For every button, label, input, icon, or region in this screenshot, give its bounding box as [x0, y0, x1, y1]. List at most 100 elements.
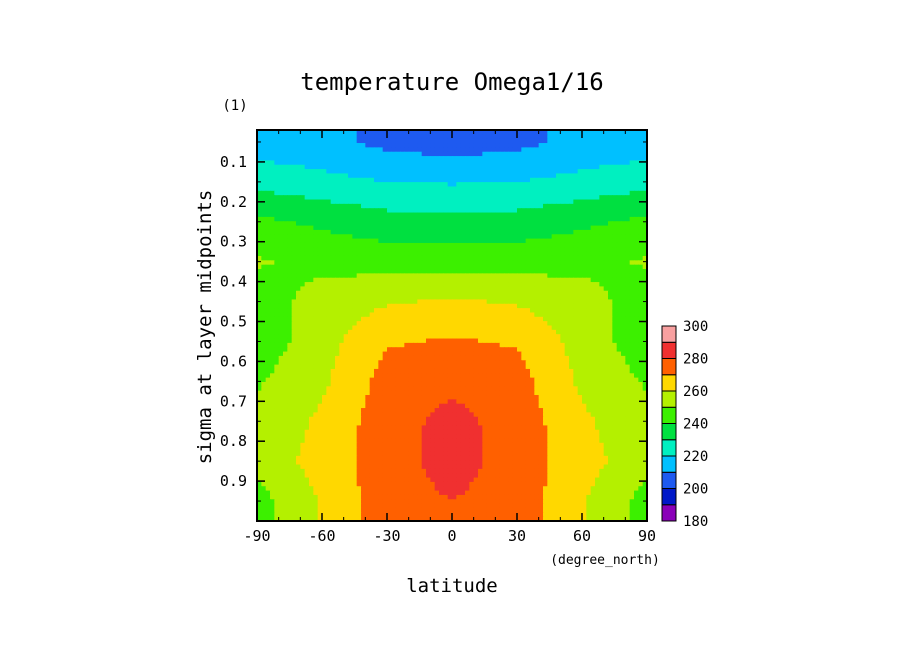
contour-cell — [291, 321, 297, 327]
contour-cell — [582, 238, 587, 244]
contour-cell — [395, 308, 401, 314]
contour-cell — [447, 238, 453, 244]
contour-cell — [257, 182, 262, 188]
contour-cell — [473, 351, 479, 357]
contour-cell — [612, 208, 618, 214]
contour-cell — [460, 134, 466, 140]
contour-cell — [452, 147, 457, 153]
contour-cell — [391, 242, 397, 248]
contour-cell — [387, 338, 392, 344]
contour-cell — [400, 251, 405, 257]
contour-cell — [569, 290, 574, 296]
contour-cell — [634, 238, 639, 244]
contour-cell — [352, 195, 358, 201]
contour-cell — [309, 147, 314, 153]
contour-cell — [521, 347, 527, 353]
contour-cell — [469, 355, 475, 361]
contour-cell — [612, 264, 618, 270]
contour-cell — [330, 242, 336, 248]
contour-cell — [608, 242, 613, 248]
contour-cell — [274, 299, 280, 305]
contour-cell — [491, 234, 496, 240]
contour-cell — [465, 260, 470, 266]
contour-cell — [443, 169, 449, 175]
contour-cell — [348, 234, 353, 240]
contour-cell — [296, 182, 301, 188]
contour-cell — [274, 199, 280, 205]
contour-cell — [534, 147, 540, 153]
contour-cell — [261, 316, 267, 322]
contour-cell — [365, 255, 371, 261]
contour-cell — [608, 199, 613, 205]
contour-cell — [556, 177, 561, 183]
contour-cell — [287, 186, 293, 192]
contour-cell — [426, 286, 431, 292]
contour-cell — [339, 303, 345, 309]
contour-cell — [629, 312, 635, 318]
contour-cell — [447, 282, 453, 287]
contour-cell — [616, 143, 622, 148]
contour-cell — [270, 234, 275, 240]
contour-cell — [595, 255, 600, 261]
contour-cell — [495, 286, 501, 292]
contour-cell — [434, 338, 440, 344]
contour-cell — [465, 273, 470, 279]
contour-cell — [586, 199, 592, 205]
contour-cell — [521, 151, 527, 157]
contour-cell — [465, 264, 470, 270]
contour-cell — [270, 338, 275, 344]
contour-cell — [582, 295, 587, 301]
contour-cell — [625, 251, 631, 257]
contour-cell — [296, 334, 301, 340]
contour-cell — [374, 255, 379, 261]
contour-cell — [339, 221, 345, 227]
contour-cell — [486, 190, 492, 196]
contour-cell — [491, 221, 496, 227]
contour-cell — [356, 355, 362, 361]
contour-cell — [473, 342, 479, 348]
contour-cell — [369, 195, 375, 201]
contour-cell — [261, 229, 267, 235]
contour-cell — [560, 364, 566, 370]
contour-cell — [556, 190, 561, 196]
contour-cell — [313, 264, 319, 270]
contour-cell — [408, 347, 414, 353]
contour-cell — [369, 329, 375, 335]
contour-cell — [395, 321, 401, 327]
contour-cell — [586, 203, 592, 209]
contour-cell — [616, 177, 622, 183]
contour-cell — [452, 351, 457, 357]
contour-cell — [404, 160, 410, 166]
contour-cell — [278, 134, 284, 140]
contour-cell — [382, 312, 388, 318]
contour-cell — [443, 195, 449, 201]
contour-cell — [365, 151, 371, 157]
contour-cell — [508, 186, 514, 192]
contour-cell — [499, 269, 505, 274]
contour-cell — [530, 316, 535, 322]
contour-cell — [629, 277, 635, 283]
contour-cell — [283, 312, 288, 318]
contour-cell — [330, 195, 336, 201]
contour-cell — [304, 264, 310, 270]
contour-cell — [499, 208, 505, 214]
contour-cell — [634, 234, 639, 240]
contour-cell — [317, 216, 323, 222]
contour-cell — [317, 225, 323, 231]
contour-cell — [465, 216, 470, 222]
contour-cell — [599, 273, 605, 279]
contour-cell — [543, 247, 548, 253]
contour-cell — [391, 329, 397, 335]
contour-cell — [395, 247, 401, 253]
contour-cell — [569, 247, 574, 253]
contour-cell — [551, 225, 557, 231]
contour-cell — [452, 173, 457, 179]
contour-cell — [534, 282, 540, 287]
contour-cell — [309, 169, 314, 175]
contour-cell — [447, 221, 453, 227]
contour-cell — [465, 190, 470, 196]
contour-cell — [348, 355, 353, 361]
contour-cell — [534, 342, 540, 348]
contour-cell — [551, 212, 557, 218]
contour-cell — [352, 134, 358, 140]
